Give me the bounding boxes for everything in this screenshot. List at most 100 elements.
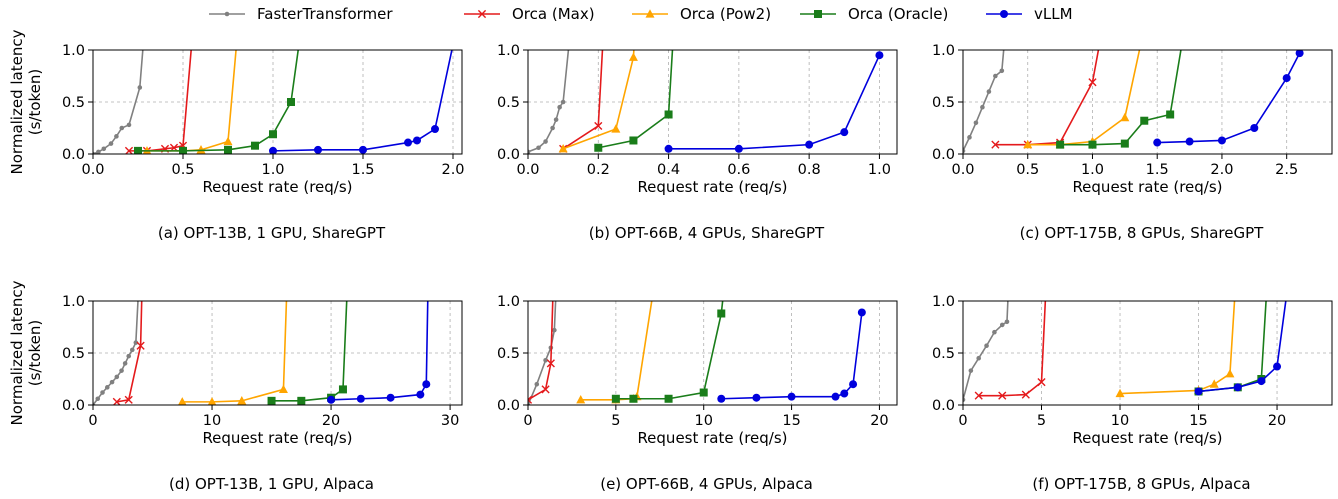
x-axis-label: Request rate (req/s) [1072,429,1222,447]
data-point [558,144,568,153]
y-axis-label: Normalized latency [8,280,26,425]
data-point [122,361,128,366]
x-tick-label: 1.0 [261,162,284,178]
data-point [594,121,603,131]
data-point [849,380,858,389]
data-point [109,379,115,385]
data-point [237,396,247,405]
data-point [404,138,412,147]
y-tick-label: 0.5 [62,95,85,111]
data-point [1037,378,1046,387]
x-axis-label: Request rate (req/s) [202,178,352,196]
y-tick-label: 0.0 [497,147,520,163]
data-point [134,146,142,154]
data-point [1120,112,1130,122]
data-point [991,140,1000,149]
x-axis-label: Request rate (req/s) [202,429,352,447]
data-point [119,125,125,131]
data-point [142,146,152,154]
data-point [553,117,559,122]
data-point [998,391,1007,400]
data-point [611,124,621,133]
data-point [629,394,638,403]
series-group [93,50,453,154]
data-point [717,309,726,318]
data-point [196,145,206,154]
x-tick-label: 20 [1268,413,1286,429]
x-tick-label: 20 [322,413,340,429]
data-point [287,98,295,106]
data-point [560,99,566,105]
y-tick-label: 0.5 [932,95,955,111]
y-axis-label: (s/token) [26,69,44,136]
data-point [314,145,322,154]
data-point [528,402,531,405]
x-tick-label: 15 [1189,413,1207,429]
data-point [1088,140,1097,149]
data-point [717,394,726,403]
data-point [179,146,187,154]
data-point [629,136,638,145]
series-group [528,301,866,405]
data-point [101,146,107,152]
series-line [963,50,1005,152]
data-point [223,136,233,146]
data-point [114,374,120,380]
x-tick-label: 0.5 [1016,162,1039,178]
data-point [543,139,548,144]
data-point [1120,139,1129,148]
legend-marker [1000,10,1008,18]
data-point [611,394,620,403]
y-tick-label: 0.0 [497,398,520,414]
data-point [100,390,105,395]
data-point [552,327,557,333]
y-axis-label: Normalized latency [8,29,26,174]
data-point [416,390,425,399]
subplot-caption: (e) OPT-66B, 4 GPUs, Alpaca [600,475,813,493]
data-point [1088,78,1097,87]
series-group [963,301,1287,403]
data-point [422,380,431,389]
chart-panel: 0 5 10 15 20 0.0 0.5 1.0 Request rate (req/s) (e)… [497,294,898,493]
x-tick-label: 15 [782,413,800,429]
x-tick-label: 2.0 [1210,162,1233,178]
y-tick-label: 0.0 [62,147,85,163]
x-tick-label: 0.0 [951,162,974,178]
data-point [974,391,983,400]
y-tick-label: 0.0 [932,398,955,414]
x-tick-label: 20 [870,413,888,429]
series-line [528,301,557,405]
x-tick-label: 0 [88,413,97,429]
data-point [999,322,1005,328]
legend-item: FasterTransformer [209,5,393,23]
x-tick-label: 0.8 [798,162,821,178]
data-point [1250,124,1259,132]
data-point [1056,140,1065,149]
data-point [278,384,288,393]
data-point [976,355,982,361]
data-point [967,135,972,140]
x-tick-label: 5 [1037,413,1046,429]
series-line [1157,52,1301,144]
data-point [1004,319,1010,325]
data-point [993,73,998,79]
data-point [1194,387,1203,396]
x-tick-label: 10 [694,413,712,429]
series-line [528,301,554,401]
data-point [664,110,673,119]
y-tick-label: 1.0 [62,294,85,310]
data-point [1233,383,1242,392]
chart-panel: 0.0 0.2 0.4 0.6 0.8 1.0 0.0 0.5 1.0 Request rate … [497,43,898,242]
data-point [986,89,992,94]
x-tick-label: 0.5 [171,162,194,178]
data-point [1023,139,1033,149]
data-point [1295,50,1304,58]
legend-item: Orca (Max) [464,5,595,23]
data-point [968,368,974,373]
subplot-caption: (b) OPT-66B, 4 GPUs, ShareGPT [589,224,825,242]
grid-lines [528,50,897,154]
data-point [297,396,306,405]
data-point [664,394,673,403]
data-point [269,130,277,139]
data-point [963,397,966,403]
